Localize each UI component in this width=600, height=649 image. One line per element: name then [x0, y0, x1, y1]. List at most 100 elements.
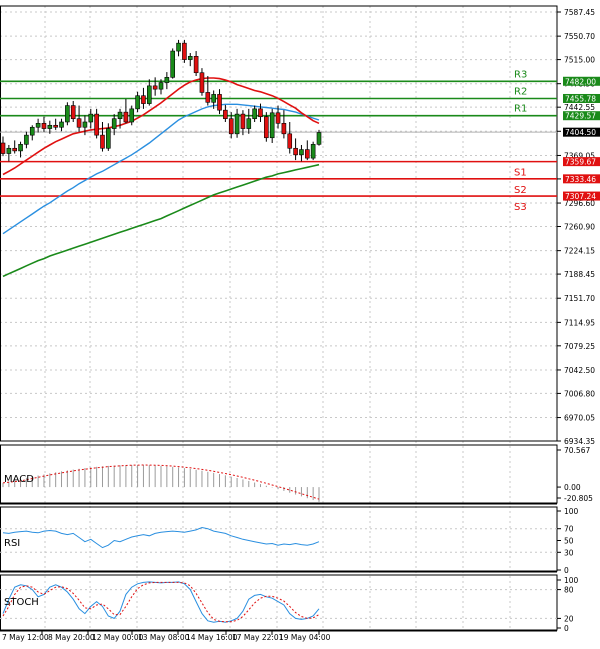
stoch-tick-label: 100 — [564, 576, 579, 585]
price-tick-label: 7006.80 — [564, 389, 595, 398]
candle-up — [117, 111, 123, 120]
candle-down — [264, 116, 269, 139]
candle-up — [65, 105, 70, 123]
candle-down — [0, 142, 6, 154]
candle-up — [47, 124, 53, 129]
macd-label: MACD — [4, 474, 34, 485]
candle-up — [299, 149, 304, 156]
price-tick-label: 7550.70 — [564, 32, 595, 41]
stoch-tick-label: 80 — [564, 586, 574, 595]
rsi-tick-label: 30 — [564, 548, 574, 557]
price-tick-label: 7042.50 — [564, 366, 595, 375]
stoch-tick-label: 20 — [564, 614, 574, 623]
candle-down — [304, 149, 310, 159]
candle-up — [111, 118, 117, 129]
level-price-label: 7482.00 — [565, 77, 596, 86]
price-tick-label: 6970.05 — [564, 414, 595, 423]
candle-up — [129, 108, 135, 123]
time-tick-label: 8 May 20:00 — [48, 633, 95, 642]
candle-up — [135, 95, 140, 110]
candle-down — [223, 109, 228, 120]
time-tick-label: 13 May 08:00 — [138, 633, 190, 642]
candle-up — [146, 85, 152, 104]
candle-down — [240, 113, 246, 129]
stoch-k-line — [2, 581, 320, 623]
rsi-tick-label: 0 — [564, 566, 569, 575]
grid-lines — [0, 6, 557, 630]
price-tick-label: 7515.00 — [564, 56, 595, 65]
candle-down — [228, 118, 234, 135]
price-tick-label: 7587.45 — [564, 8, 595, 17]
level-name-r2: R2 — [514, 86, 527, 97]
level-name-r3: R3 — [514, 69, 527, 80]
candle-up — [187, 56, 193, 60]
candle-up — [310, 144, 316, 159]
current-price-badge — [563, 127, 600, 137]
candle-down — [182, 42, 187, 60]
macd-signal-line — [2, 464, 320, 500]
candle-down — [293, 147, 298, 156]
rsi-tick-label: 100 — [564, 507, 579, 516]
candle-up — [316, 132, 322, 145]
rsi-line — [2, 526, 320, 549]
level-price-label: 7333.46 — [565, 175, 596, 184]
candle-down — [76, 118, 82, 128]
macd-tick-label: 0.00 — [564, 483, 581, 492]
candle-down — [258, 108, 263, 118]
price-tick-label: 7188.45 — [564, 270, 595, 279]
price-tick-label: 7114.95 — [564, 318, 595, 327]
macd-panel: MACD 70.567 0.00 -20.805 — [2, 446, 593, 503]
candle-up — [6, 147, 12, 154]
candle-down — [199, 72, 205, 93]
price-tick-label: 7260.90 — [564, 223, 595, 232]
ma-red-line — [2, 77, 320, 176]
candle-down — [12, 147, 18, 152]
candle-up — [59, 121, 64, 128]
level-price-badge — [563, 76, 600, 86]
level-price-label: 7359.67 — [565, 158, 596, 167]
candle-down — [123, 111, 129, 123]
price-tick-label: 7224.15 — [564, 247, 595, 256]
candle-up — [252, 108, 257, 120]
level-price-badge — [563, 111, 600, 121]
candle-up — [24, 134, 29, 145]
candle-up — [164, 77, 170, 83]
price-axis: 7587.457550.707515.007478.307442.557405.… — [557, 8, 600, 446]
price-tick-label: 7369.05 — [564, 151, 595, 160]
time-tick-label: 7 May 12:00 — [2, 633, 49, 642]
candle-down — [100, 134, 105, 149]
candle-down — [53, 124, 58, 128]
candle-down — [70, 105, 76, 120]
candle-down — [205, 92, 211, 103]
candle-down — [152, 85, 158, 90]
candle-down — [217, 94, 222, 111]
time-tick-label: 14 May 16:00 — [186, 633, 238, 642]
candle-down — [281, 123, 287, 135]
candle-up — [106, 128, 111, 149]
level-name-s3: S3 — [514, 202, 527, 213]
candle-down — [141, 95, 146, 104]
panel-frame — [0, 5, 558, 442]
macd-tick-label: -20.805 — [564, 494, 593, 503]
candle-up — [158, 82, 164, 90]
ma-green-line — [2, 163, 320, 278]
candle-up — [170, 50, 176, 78]
price-tick-label: 7079.25 — [564, 342, 595, 351]
candle-down — [41, 123, 47, 129]
time-tick-label: 19 May 04:00 — [279, 633, 331, 642]
panel-frame — [0, 444, 558, 504]
price-tick-label: 7442.55 — [564, 103, 595, 112]
level-price-badge — [563, 157, 600, 167]
price-tick-label: 7151.70 — [564, 294, 595, 303]
level-price-label: 7307.24 — [565, 192, 596, 201]
price-tick-label: 7296.60 — [564, 199, 595, 208]
current-price-label: 7404.50 — [565, 128, 596, 137]
price-candles — [0, 39, 322, 162]
level-name-s1: S1 — [514, 168, 527, 179]
candle-up — [269, 112, 275, 139]
macd-tick-label: 70.567 — [564, 446, 590, 455]
stoch-tick-label: 0 — [564, 624, 569, 633]
candle-up — [176, 42, 181, 52]
